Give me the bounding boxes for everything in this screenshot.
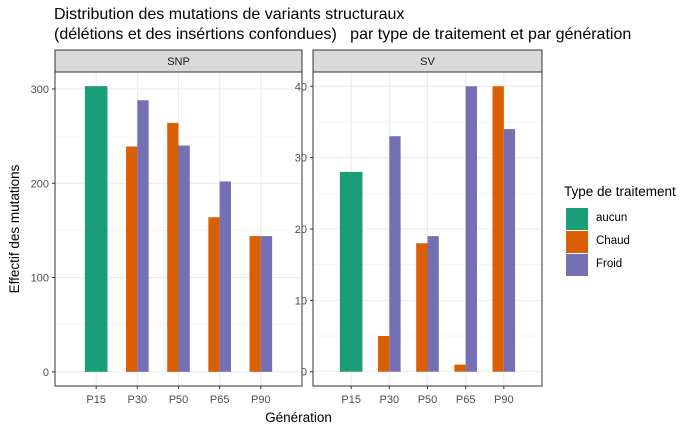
x-tick-label: P65 — [210, 394, 230, 406]
bar-snp-p30-froid — [137, 100, 149, 372]
bar-sv-p90-froid — [503, 129, 516, 372]
legend-label: Chaud — [596, 235, 630, 247]
bar-snp-p50-chaud — [167, 122, 179, 372]
y-tick-label: 40 — [295, 81, 307, 93]
bar-sv-p65-froid — [465, 86, 477, 372]
y-tick-label: 200 — [31, 178, 49, 190]
legend-swatch — [566, 208, 588, 230]
y-tick-label: 100 — [31, 273, 49, 285]
bar-snp-p30-chaud — [126, 146, 138, 372]
bar-snp-p15-aucun — [84, 86, 108, 372]
y-tick-label: 0 — [301, 367, 307, 379]
y-axis-title: Effectif des mutations — [7, 164, 22, 293]
x-tick-label: P90 — [251, 394, 271, 406]
bar-sv-p65-chaud — [454, 364, 466, 372]
bar-sv-p30-chaud — [378, 336, 390, 372]
bar-sv-p15-aucun — [339, 171, 363, 372]
bar-sv-p50-froid — [427, 236, 439, 372]
bar-snp-p50-froid — [178, 145, 190, 372]
bar-sv-p50-chaud — [416, 243, 428, 372]
bar-sv-p90-chaud — [492, 86, 504, 372]
y-tick-label: 30 — [295, 153, 307, 165]
chart-title-line-2: (délétions et des insértions confondues)… — [54, 26, 632, 43]
bar-sv-p30-froid — [389, 136, 401, 372]
legend-title: Type de traitement — [564, 184, 676, 199]
bar-snp-p90-chaud — [249, 236, 261, 372]
y-tick-label: 20 — [295, 224, 307, 236]
facet-strip-label: SNP — [167, 56, 190, 68]
legend-label: aucun — [596, 212, 628, 224]
x-tick-label: P50 — [169, 394, 189, 406]
x-tick-label: P65 — [456, 394, 476, 406]
legend-swatch — [566, 231, 588, 253]
facet-strip — [54, 49, 303, 73]
bar-snp-p90-froid — [260, 236, 273, 372]
x-tick-label: P90 — [494, 394, 514, 406]
y-tick-label: 0 — [43, 367, 49, 379]
legend-label: Froid — [596, 258, 623, 270]
facet-strip — [312, 49, 543, 73]
y-tick-label: 300 — [31, 84, 49, 96]
x-tick-label: P50 — [418, 394, 438, 406]
x-tick-label: P30 — [380, 394, 400, 406]
bar-snp-p65-froid — [219, 181, 231, 372]
bar-snp-p65-chaud — [208, 217, 220, 372]
x-tick-label: P15 — [86, 394, 106, 406]
y-tick-label: 10 — [295, 295, 307, 307]
x-axis-title: Génération — [265, 410, 332, 425]
facet-strip-label: SV — [420, 56, 435, 68]
chart-title-line-1: Distribution des mutations de variants s… — [54, 6, 405, 23]
x-tick-label: P30 — [128, 394, 148, 406]
x-tick-label: P15 — [341, 394, 361, 406]
legend-swatch — [566, 254, 588, 276]
